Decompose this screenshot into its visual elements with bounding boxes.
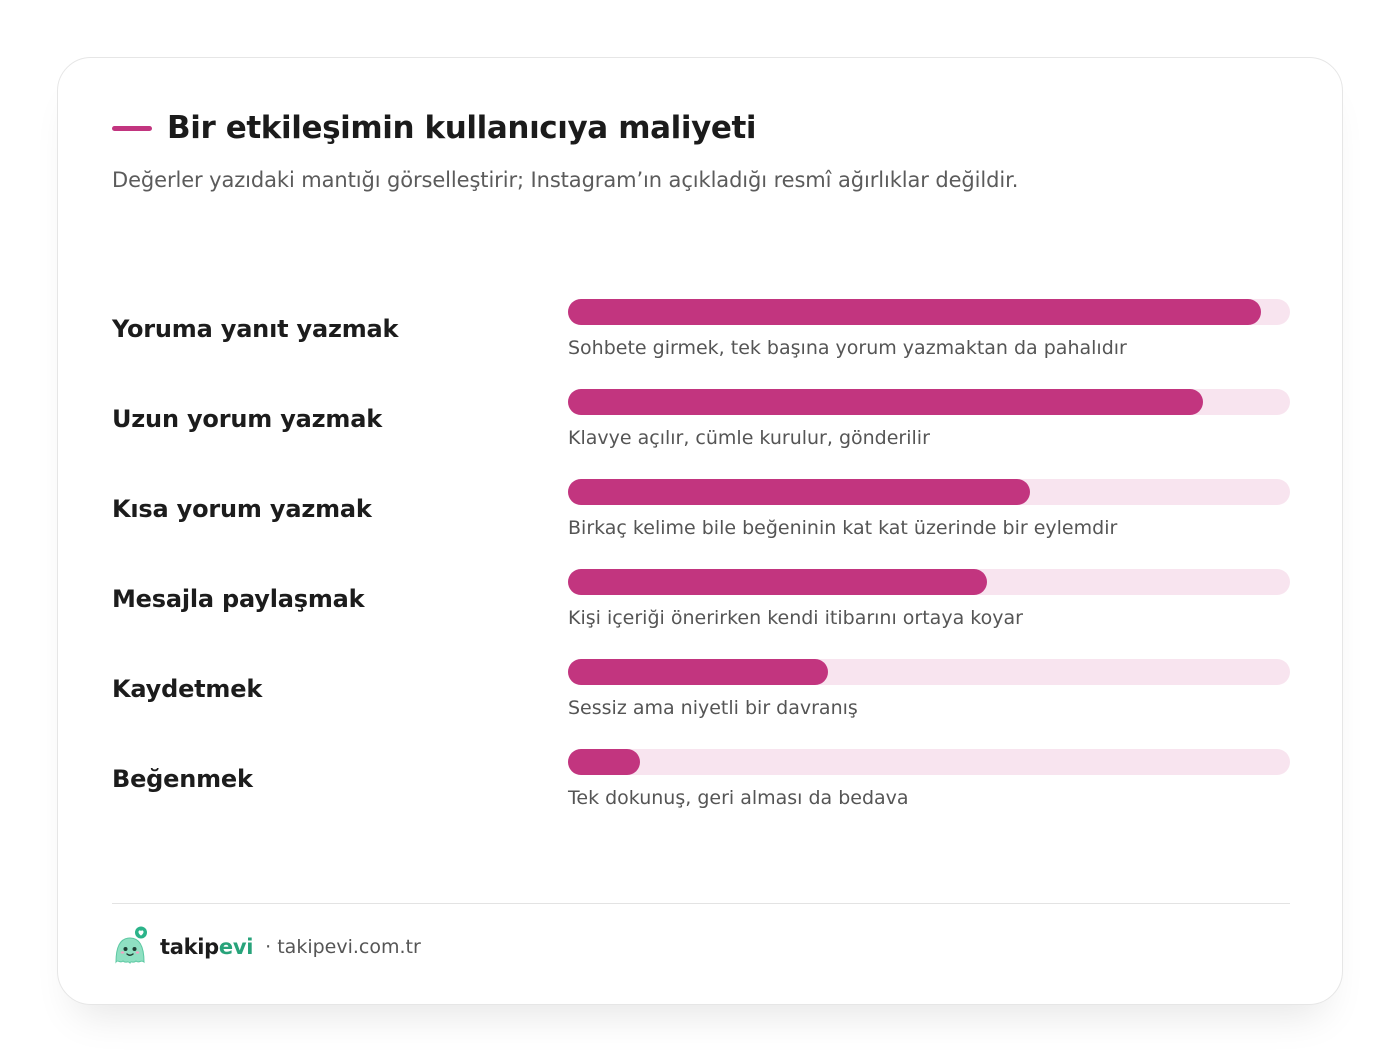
- bar-annotation: Kişi içeriği önerirken kendi itibarını o…: [568, 607, 1023, 629]
- bar-row: Kaydetmek Sessiz ama niyetli bir davranış: [112, 659, 1290, 749]
- chart-card: Bir etkileşimin kullanıcıya maliyeti Değ…: [57, 57, 1343, 1005]
- bar-track: [568, 659, 1290, 685]
- chart-title: Bir etkileşimin kullanıcıya maliyeti: [167, 110, 757, 146]
- bar-label: Uzun yorum yazmak: [112, 405, 382, 433]
- bar-fill: [568, 479, 1031, 505]
- bar-fill: [568, 749, 641, 775]
- bar-annotation: Tek dokunuş, geri alması da bedava: [568, 787, 909, 809]
- bar-annotation: Sohbete girmek, tek başına yorum yazmakt…: [568, 337, 1127, 359]
- bar-fill: [568, 569, 987, 595]
- ghost-mascot-icon: [115, 926, 147, 965]
- bar-label: Yoruma yanıt yazmak: [112, 315, 399, 343]
- brand-name: takipevi: [160, 935, 253, 959]
- bar-annotation: Klavye açılır, cümle kurulur, gönderilir: [568, 427, 930, 449]
- bar-row: Kısa yorum yazmak Birkaç kelime bile beğe…: [112, 479, 1290, 569]
- brand-prefix: takip: [160, 935, 219, 959]
- bar-fill: [568, 299, 1262, 325]
- bar-label: Mesajla paylaşmak: [112, 585, 365, 613]
- bar-row: Uzun yorum yazmak Klavye açılır, cümle ku…: [112, 389, 1290, 479]
- footer-divider: [112, 903, 1290, 904]
- bar-track: [568, 389, 1290, 415]
- bar-label: Kaydetmek: [112, 675, 263, 703]
- bar-row: Beğenmek Tek dokunuş, geri alması da beda…: [112, 749, 1290, 839]
- bar-row: Yoruma yanıt yazmak Sohbete girmek, tek b…: [112, 299, 1290, 389]
- bar-track: [568, 299, 1290, 325]
- brand-suffix: evi: [218, 935, 254, 959]
- bar-label: Beğenmek: [112, 765, 253, 793]
- bar-track: [568, 749, 1290, 775]
- bar-label: Kısa yorum yazmak: [112, 495, 372, 523]
- title-row: Bir etkileşimin kullanıcıya maliyeti: [112, 110, 757, 146]
- chart-subtitle: Değerler yazıdaki mantığı görselleştirir…: [112, 168, 1019, 192]
- title-accent-dash: [112, 125, 152, 131]
- footer: takipevi · takipevi.com.tr: [112, 926, 421, 968]
- bar-rows: Yoruma yanıt yazmak Sohbete girmek, tek b…: [112, 299, 1290, 839]
- bar-track: [568, 569, 1290, 595]
- bar-annotation: Sessiz ama niyetli bir davranış: [568, 697, 858, 719]
- bar-row: Mesajla paylaşmak Kişi içeriği önerirken …: [112, 569, 1290, 659]
- bar-track: [568, 479, 1290, 505]
- bar-fill: [568, 659, 828, 685]
- bar-annotation: Birkaç kelime bile beğeninin kat kat üze…: [568, 517, 1118, 539]
- footer-url: · takipevi.com.tr: [265, 936, 421, 958]
- bar-fill: [568, 389, 1204, 415]
